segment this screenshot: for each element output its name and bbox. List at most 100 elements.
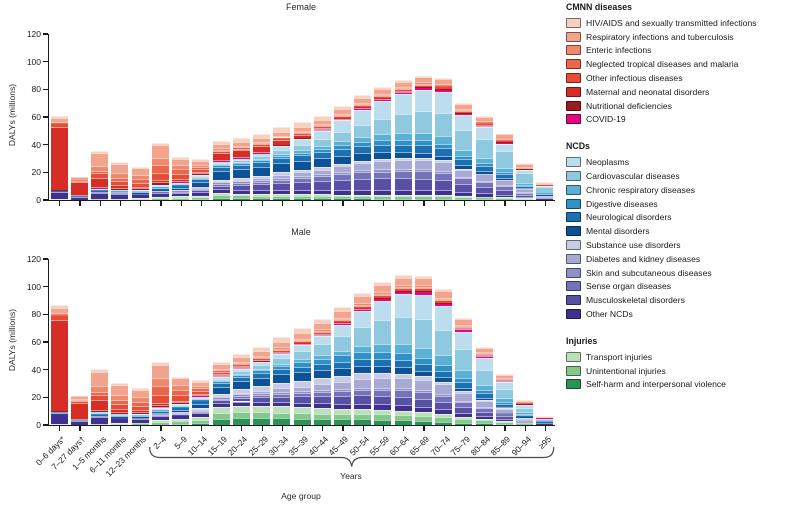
legend-item: Chronic respiratory diseases xyxy=(566,183,804,197)
bar-segment xyxy=(516,422,534,424)
bar-segment xyxy=(273,347,291,349)
stacked-bar-male xyxy=(172,259,190,425)
legend-swatch-icon xyxy=(566,309,581,320)
bar-segment xyxy=(516,182,534,185)
bar-segment xyxy=(192,174,210,177)
bar-segment xyxy=(435,155,453,161)
bar-segment xyxy=(455,422,473,425)
bar-segment xyxy=(253,412,271,418)
bar-segment xyxy=(354,365,372,374)
y-axis-tick xyxy=(42,171,48,173)
bar-segment xyxy=(172,419,190,421)
x-axis-tick xyxy=(403,201,405,206)
bar-segment xyxy=(516,402,534,404)
bar-segment xyxy=(354,359,372,366)
bar-segment xyxy=(293,392,311,397)
bar-segment xyxy=(455,197,473,200)
legend-swatch-icon xyxy=(566,59,581,70)
bar-segment xyxy=(374,404,392,410)
bar-segment xyxy=(374,409,392,415)
bar-segment xyxy=(333,119,351,121)
bar-segment xyxy=(333,375,351,382)
bar-segment xyxy=(475,390,493,394)
x-axis-tick xyxy=(362,201,364,206)
bar-segment xyxy=(172,182,190,184)
bar-segment xyxy=(475,397,493,401)
bar-segment xyxy=(475,187,493,194)
bar-segment xyxy=(414,276,432,278)
bar-segment xyxy=(273,145,291,151)
bar-segment xyxy=(111,417,129,418)
bar-segment xyxy=(253,394,271,398)
bar-segment xyxy=(394,132,412,140)
bar-segment xyxy=(273,145,291,146)
bar-segment xyxy=(232,394,250,396)
bar-segment xyxy=(313,403,331,408)
bar-segment xyxy=(50,315,68,320)
bar-segment xyxy=(374,145,392,153)
bar-segment xyxy=(151,191,169,193)
bar-segment xyxy=(333,189,351,195)
bar-segment xyxy=(192,186,210,188)
bar-segment xyxy=(495,379,513,381)
bar-segment xyxy=(151,410,169,414)
bar-segment xyxy=(253,350,271,356)
bar-segment xyxy=(313,329,331,331)
bar-segment xyxy=(232,193,250,196)
legend-swatch-icon xyxy=(566,100,581,111)
legend-item: Self-harm and interpersonal violence xyxy=(566,378,804,392)
bar-segment xyxy=(212,403,230,408)
bar-segment xyxy=(192,388,210,391)
bar-segment xyxy=(435,416,453,422)
bar-segment xyxy=(313,358,331,364)
stacked-bar-female xyxy=(253,34,271,200)
bar-segment xyxy=(435,143,453,149)
bar-segment xyxy=(131,418,149,423)
legend-item-label: HIV/AIDS and sexually transmitted infect… xyxy=(586,17,757,28)
bar-segment xyxy=(455,416,473,419)
bar-segment xyxy=(536,182,554,185)
bar-segment xyxy=(495,133,513,135)
bar-segment xyxy=(495,167,513,172)
bar-segment xyxy=(111,185,129,189)
bar-segment xyxy=(172,415,190,420)
bar-segment xyxy=(293,413,311,419)
stacked-bar-female xyxy=(273,34,291,200)
bar-segment xyxy=(273,163,291,173)
bar-segment xyxy=(273,177,291,180)
bar-segment xyxy=(354,311,372,327)
bar-segment xyxy=(111,415,129,417)
bar-segment xyxy=(516,423,534,425)
bar-segment xyxy=(414,170,432,179)
y-axis-tick xyxy=(42,61,48,63)
bar-segment xyxy=(536,418,554,420)
bar-segment xyxy=(495,374,513,375)
legend-item-label: Diabetes and kidney diseases xyxy=(586,253,701,264)
bar-segment xyxy=(333,120,351,133)
bar-segment xyxy=(435,88,453,90)
bar-segment xyxy=(293,418,311,425)
bar-segment xyxy=(192,395,210,397)
stacked-bar-female xyxy=(151,34,169,200)
bar-segment xyxy=(455,391,473,393)
bar-segment xyxy=(111,423,129,424)
bar-segment xyxy=(354,387,372,390)
bar-segment xyxy=(313,418,331,425)
y-axis-tick-label: 80 xyxy=(31,309,41,320)
bar-segment xyxy=(111,414,129,416)
bar-segment xyxy=(293,333,311,339)
bar-segment xyxy=(232,405,250,413)
legend-swatch-icon xyxy=(566,157,581,168)
bar-segment xyxy=(232,160,250,163)
bar-segment xyxy=(313,152,331,159)
bar-segment xyxy=(232,353,250,357)
bar-segment xyxy=(212,381,230,383)
bar-segment xyxy=(374,285,392,293)
bar-segment xyxy=(151,420,169,422)
legend-swatch-icon xyxy=(566,171,581,182)
bar-segment xyxy=(91,386,109,393)
bar-segment xyxy=(293,339,311,342)
legend-swatch-icon xyxy=(566,114,581,125)
bar-segment xyxy=(232,162,250,164)
bar-segment xyxy=(313,125,331,127)
